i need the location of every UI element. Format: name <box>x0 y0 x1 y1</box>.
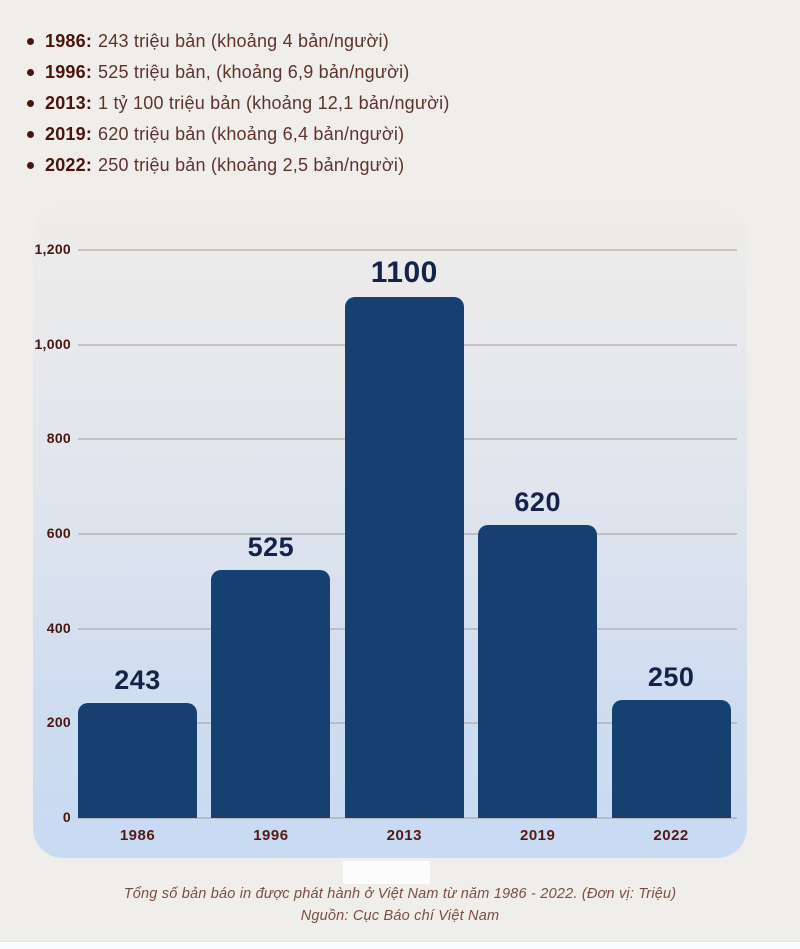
stats-year: 1986: <box>45 31 93 51</box>
bullet-dot-icon <box>27 131 34 138</box>
y-tick-600: 600 <box>46 525 71 541</box>
y-tick-1000: 1,000 <box>34 335 71 352</box>
y-tick-0: 0 <box>62 809 71 825</box>
white-patch <box>343 861 430 884</box>
bar-1996 <box>211 569 331 818</box>
bullet-dot-icon <box>27 38 34 45</box>
stats-text: 620 triệu bản (khoảng 6,4 bản/người) <box>98 124 405 144</box>
y-tick-200: 200 <box>46 714 71 731</box>
bar-2022 <box>611 699 731 818</box>
caption-line-1: Tổng số bản báo in được phát hành ở Việt… <box>123 886 677 902</box>
y-tick-800: 800 <box>46 430 71 447</box>
stats-year: 1996: <box>45 62 93 82</box>
stats-list: 1986: 243 triệu bản (khoảng 4 bản/người)… <box>27 26 450 181</box>
bullet-dot-icon <box>27 162 34 169</box>
stats-item-1986: 1986: 243 triệu bản (khoảng 4 bản/người) <box>27 26 450 57</box>
gridline-0 <box>78 817 737 819</box>
chart-caption: Tổng số bản báo in được phát hành ở Việt… <box>0 883 800 927</box>
bar-1986 <box>78 702 197 818</box>
x-tick-1996: 1996 <box>253 827 289 844</box>
bullet-dot-icon <box>27 69 34 76</box>
stats-year: 2022: <box>45 155 93 175</box>
stats-item-2019: 2019: 620 triệu bản (khoảng 6,4 bản/ngườ… <box>27 119 450 150</box>
y-tick-1200: 1,200 <box>34 241 71 257</box>
bar-value-2019: 620 <box>514 486 561 517</box>
bar-2019 <box>478 524 598 818</box>
x-tick-1986: 1986 <box>119 827 156 844</box>
stats-year: 2013: <box>45 93 93 113</box>
bar-value-1996: 525 <box>247 531 295 562</box>
bottom-strip <box>0 941 800 949</box>
gridline-1200 <box>78 249 737 251</box>
stats-text: 1 tỷ 100 triệu bản (khoảng 12,1 bản/ngườ… <box>98 93 450 113</box>
caption-line-2: Nguồn: Cục Báo chí Việt Nam <box>300 908 500 924</box>
bar-value-2022: 250 <box>647 661 695 692</box>
bullet-dot-icon <box>27 100 34 107</box>
x-tick-2022: 2022 <box>653 827 689 844</box>
bar-value-1986: 243 <box>114 664 161 695</box>
stats-year: 2019: <box>45 124 93 144</box>
bar-2013 <box>344 297 464 818</box>
bar-value-2013: 1100 <box>370 256 438 290</box>
stats-text: 243 triệu bản (khoảng 4 bản/người) <box>98 31 389 51</box>
stats-text: 525 triệu bản, (khoảng 6,9 bản/người) <box>98 62 410 82</box>
y-tick-400: 400 <box>46 619 71 636</box>
bar-chart: 0 200 400 600 800 1,000 1,200 243 1986 525 1996 110… <box>33 205 747 858</box>
stats-item-1996: 1996: 525 triệu bản, (khoảng 6,9 bản/ngư… <box>27 57 450 88</box>
x-tick-2013: 2013 <box>386 827 422 844</box>
stats-text: 250 triệu bản (khoảng 2,5 bản/người) <box>98 155 405 175</box>
x-tick-2019: 2019 <box>520 827 556 844</box>
stats-item-2013: 2013: 1 tỷ 100 triệu bản (khoảng 12,1 bả… <box>27 88 450 119</box>
stats-item-2022: 2022: 250 triệu bản (khoảng 2,5 bản/ngườ… <box>27 150 450 181</box>
